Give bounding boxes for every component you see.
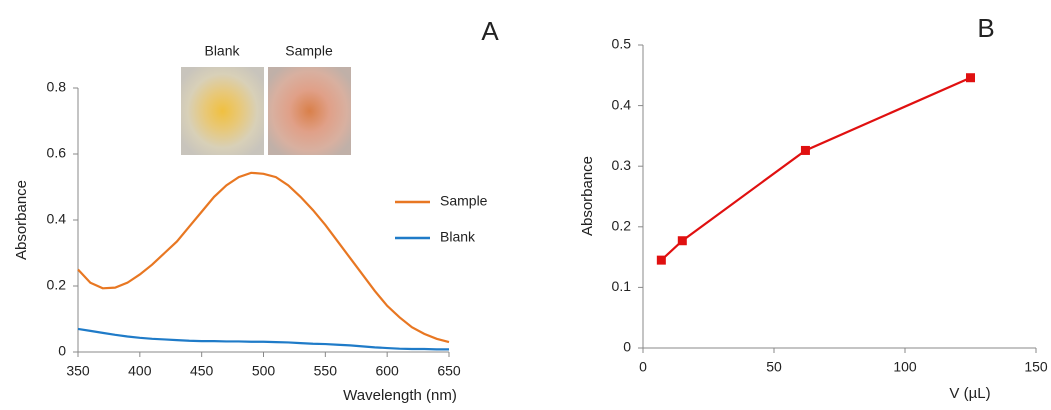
x-tick-label: 550 <box>314 363 338 379</box>
x-tick-label: 450 <box>190 363 214 379</box>
y-axis-label: Absorbance <box>579 156 596 236</box>
y-tick-label: 0.2 <box>612 218 632 234</box>
y-tick-label: 0.6 <box>47 145 67 161</box>
x-tick-label: 350 <box>66 363 90 379</box>
legend-label: Blank <box>440 229 476 245</box>
x-axis-label: V (µL) <box>949 385 990 402</box>
x-tick-label: 50 <box>766 359 782 375</box>
y-tick-label: 0.2 <box>47 277 67 293</box>
photo-label: Blank <box>204 43 240 59</box>
x-tick-label: 500 <box>252 363 276 379</box>
y-tick-label: 0 <box>58 343 66 359</box>
x-tick-label: 0 <box>639 359 647 375</box>
marker <box>800 145 810 155</box>
panel-label: A <box>481 16 499 46</box>
y-axis-label: Absorbance <box>13 180 30 260</box>
y-tick-label: 0.3 <box>612 157 632 173</box>
x-tick-label: 650 <box>437 363 461 379</box>
data-line <box>77 171 450 344</box>
legend-label: Sample <box>440 193 488 209</box>
marker <box>656 255 666 265</box>
x-tick-label: 600 <box>375 363 399 379</box>
x-axis-label: Wavelength (nm) <box>343 387 457 404</box>
data-line <box>660 76 971 261</box>
y-tick-label: 0.4 <box>612 96 632 112</box>
marker <box>966 73 975 83</box>
marker <box>677 236 687 246</box>
sample-photo <box>268 67 351 155</box>
data-line <box>77 327 449 351</box>
y-tick-label: 0.4 <box>47 211 67 227</box>
y-tick-label: 0.5 <box>612 36 632 52</box>
x-tick-label: 100 <box>893 359 917 375</box>
y-tick-label: 0 <box>623 339 631 355</box>
x-tick-label: 400 <box>128 363 152 379</box>
blank-photo <box>181 67 264 155</box>
panel-label: B <box>977 13 994 43</box>
x-tick-label: 150 <box>1024 359 1048 375</box>
photo-label: Sample <box>285 43 333 59</box>
y-tick-label: 0.8 <box>47 79 67 95</box>
y-tick-label: 0.1 <box>612 278 632 294</box>
